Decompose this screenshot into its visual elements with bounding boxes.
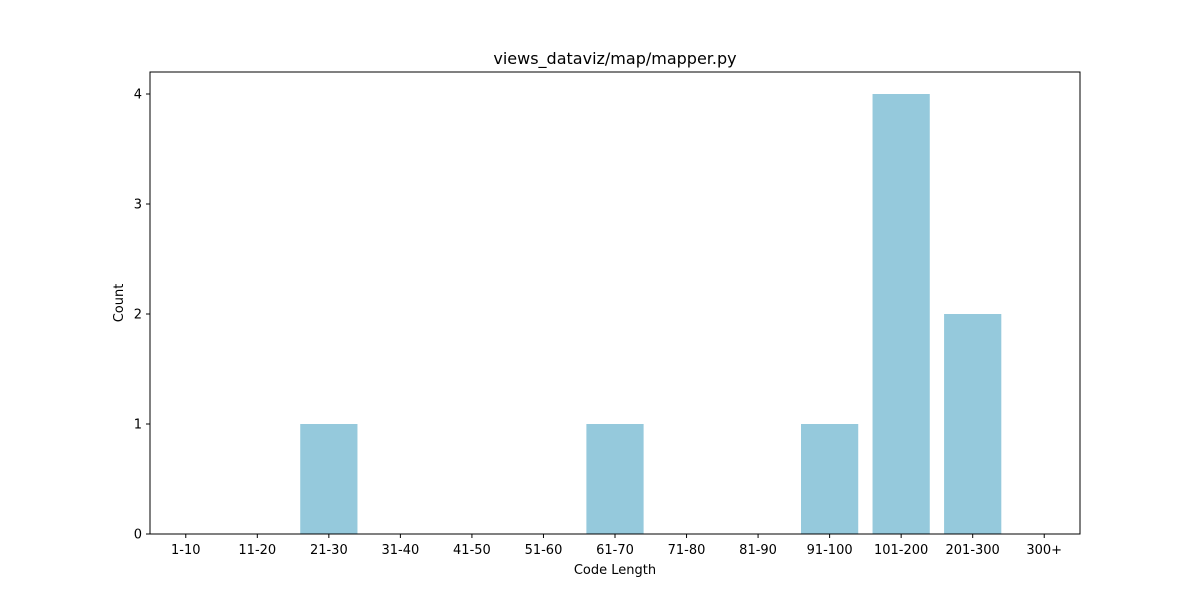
x-tick-label: 91-100 xyxy=(807,543,853,558)
x-tick-label: 1-10 xyxy=(171,543,201,558)
x-tick-label: 51-60 xyxy=(525,543,563,558)
x-tick-label: 61-70 xyxy=(596,543,634,558)
x-axis-label: Code Length xyxy=(574,563,656,578)
bar-101-200 xyxy=(872,94,930,534)
x-tick-label: 300+ xyxy=(1026,543,1062,558)
x-axis: 1-10 11-20 21-30 31-40 41-50 51-60 61-70 71-80 8… xyxy=(171,534,1062,558)
x-tick-label: 71-80 xyxy=(668,543,706,558)
x-tick-label: 31-40 xyxy=(381,543,419,558)
x-tick-label: 21-30 xyxy=(310,543,348,558)
bar-61-70 xyxy=(586,424,644,534)
y-tick-label: 2 xyxy=(134,308,142,323)
x-tick-label: 81-90 xyxy=(739,543,777,558)
x-tick-label: 11-20 xyxy=(238,543,276,558)
x-tick-label: 101-200 xyxy=(874,543,928,558)
bars-layer xyxy=(300,94,1002,534)
y-tick-label: 3 xyxy=(134,198,142,213)
bar-21-30 xyxy=(300,424,358,534)
chart-title: views_dataviz/map/mapper.py xyxy=(493,49,736,69)
y-axis-label: Count xyxy=(112,284,127,323)
y-tick-label: 4 xyxy=(134,88,142,103)
y-tick-label: 0 xyxy=(134,528,142,543)
y-axis: 0 1 2 3 4 xyxy=(134,88,150,543)
x-tick-label: 41-50 xyxy=(453,543,491,558)
x-tick-label: 201-300 xyxy=(946,543,1000,558)
bar-201-300 xyxy=(944,314,1002,534)
bar-91-100 xyxy=(801,424,859,534)
y-tick-label: 1 xyxy=(134,418,142,433)
